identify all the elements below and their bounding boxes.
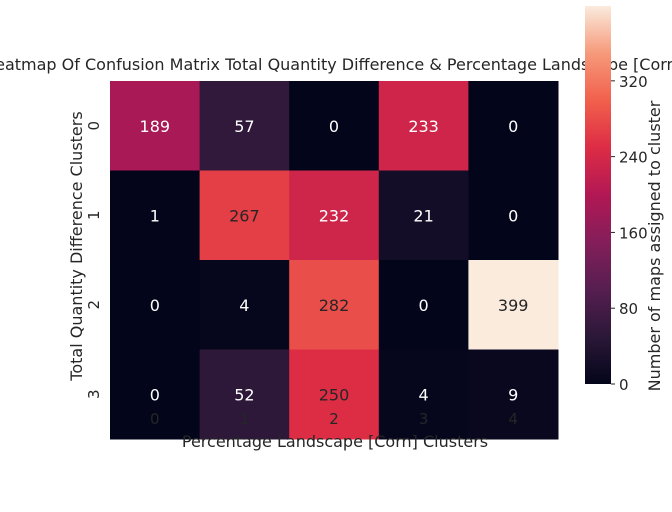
cell-value-label: 21 <box>413 206 433 225</box>
cell-value-label: 9 <box>508 385 518 404</box>
y-tick-label: 2 <box>85 300 103 310</box>
heatmap-cell <box>199 170 290 261</box>
y-tick-label: 1 <box>85 210 103 220</box>
colorbar-tick-label: 0 <box>619 376 629 394</box>
cell-value-label: 52 <box>234 385 254 404</box>
cell-value-label: 0 <box>419 296 429 315</box>
heatmap-cell <box>468 349 559 440</box>
heatmap-cell <box>110 170 201 261</box>
heatmap-cell <box>199 260 290 350</box>
heatmap-cell <box>110 81 201 171</box>
x-axis-label: Percentage Landscape [Corn] Clusters <box>182 432 488 451</box>
colorbar-tick-label: 240 <box>619 149 648 167</box>
heatmap-cell <box>110 260 201 350</box>
heatmap-cell <box>110 349 201 440</box>
heatmap-cell <box>468 81 559 171</box>
x-tick-labels: 0 1 2 3 4 <box>150 410 518 428</box>
colorbar-tick-label: 80 <box>619 300 638 318</box>
cell-value-label: 282 <box>319 296 350 315</box>
colorbar-label: Number of maps assigned to cluster <box>645 100 664 391</box>
cell-value-label: 1 <box>150 206 160 225</box>
y-axis-label: Total Quantity Difference Clusters <box>67 111 86 381</box>
heatmap-cell <box>289 260 380 350</box>
x-tick-label: 0 <box>150 410 160 428</box>
y-tick-label: 0 <box>85 121 103 131</box>
heatmap-cell <box>199 81 290 171</box>
cell-value-label: 250 <box>319 385 350 404</box>
colorbar-tick-label: 320 <box>619 73 648 91</box>
heatmap-cell <box>199 349 290 440</box>
heatmap-cell <box>378 81 469 171</box>
heatmap-cell <box>468 170 559 261</box>
cell-value-label: 267 <box>229 206 260 225</box>
cell-value-label: 399 <box>498 296 529 315</box>
x-tick-label: 1 <box>240 410 250 428</box>
cell-value-label: 0 <box>150 385 160 404</box>
cell-value-label: 0 <box>508 117 518 136</box>
cell-value-label: 0 <box>508 206 518 225</box>
x-tick-label: 3 <box>419 410 429 428</box>
cell-value-label: 57 <box>234 117 254 136</box>
heatmap-cell <box>468 260 559 350</box>
heatmap-cell <box>378 260 469 350</box>
cell-value-label: 4 <box>239 296 249 315</box>
cell-value-label: 0 <box>329 117 339 136</box>
cell-value-label: 233 <box>408 117 439 136</box>
heatmap-cell <box>289 170 380 261</box>
cell-value-label: 232 <box>319 206 350 225</box>
y-tick-labels: 0 1 2 3 <box>85 121 103 399</box>
heatmap-cell <box>378 170 469 261</box>
colorbar <box>585 6 611 384</box>
colorbar-tick-label: 160 <box>619 224 648 242</box>
cell-value-label: 4 <box>419 385 429 404</box>
colorbar-ticks: 0 80 160 240 320 <box>611 73 648 394</box>
heatmap-cell <box>289 81 380 171</box>
cell-value-label: 189 <box>140 117 171 136</box>
x-tick-label: 4 <box>508 410 518 428</box>
cell-value-label: 0 <box>150 296 160 315</box>
chart-title: Heatmap Of Confusion Matrix Total Quanti… <box>0 55 672 74</box>
x-tick-label: 2 <box>329 410 339 428</box>
heatmap-cell <box>378 349 469 440</box>
y-tick-label: 3 <box>85 389 103 399</box>
heatmap-cell <box>289 349 380 440</box>
